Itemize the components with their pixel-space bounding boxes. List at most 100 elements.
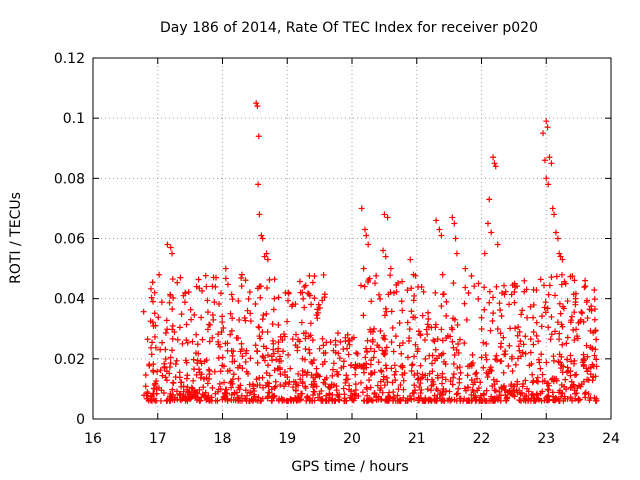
- data-point: [582, 283, 589, 290]
- data-point: [572, 395, 579, 402]
- data-point: [378, 368, 385, 375]
- data-point: [482, 352, 489, 359]
- data-point: [222, 275, 229, 282]
- data-point: [497, 344, 504, 351]
- data-point: [257, 335, 264, 342]
- data-point: [385, 291, 392, 298]
- data-point: [217, 290, 224, 297]
- data-point: [497, 330, 504, 337]
- data-point: [415, 328, 422, 335]
- data-point: [217, 368, 224, 375]
- data-point: [309, 337, 316, 344]
- data-point: [579, 359, 586, 366]
- data-point: [456, 379, 463, 386]
- data-point: [538, 351, 545, 358]
- data-point: [559, 341, 566, 348]
- data-point: [285, 351, 292, 358]
- data-point: [148, 397, 155, 404]
- data-point: [545, 324, 552, 331]
- data-point: [275, 365, 282, 372]
- data-point: [383, 396, 390, 403]
- data-point: [548, 274, 555, 281]
- data-point: [364, 337, 371, 344]
- data-point: [442, 376, 449, 383]
- data-point: [551, 211, 558, 218]
- data-point: [371, 325, 378, 332]
- data-point: [359, 389, 366, 396]
- data-point: [409, 390, 416, 397]
- data-point: [451, 351, 458, 358]
- data-point: [224, 347, 231, 354]
- data-point: [564, 356, 571, 363]
- data-point: [549, 397, 556, 404]
- data-point: [177, 390, 184, 397]
- data-point: [589, 345, 596, 352]
- data-point: [499, 289, 506, 296]
- data-point: [151, 289, 158, 296]
- data-point: [157, 367, 164, 374]
- data-point: [461, 340, 468, 347]
- data-point: [153, 390, 160, 397]
- data-point: [475, 296, 482, 303]
- data-point: [563, 340, 570, 347]
- data-point: [475, 280, 482, 287]
- data-point: [453, 250, 460, 257]
- data-point: [502, 288, 509, 295]
- data-point: [498, 358, 505, 365]
- data-point: [568, 378, 575, 385]
- data-point: [544, 386, 551, 393]
- data-point: [584, 376, 591, 383]
- data-point: [433, 385, 440, 392]
- data-point: [453, 346, 460, 353]
- data-point: [556, 300, 563, 307]
- data-point: [454, 390, 461, 397]
- data-point: [292, 331, 299, 338]
- data-point: [487, 327, 494, 334]
- data-point: [263, 310, 270, 317]
- data-point: [205, 366, 212, 373]
- data-point: [429, 352, 436, 359]
- data-point: [227, 310, 234, 317]
- data-point: [452, 235, 459, 242]
- y-tick-labels: 0 0.02 0.04 0.06 0.08 0.1 0.12: [54, 51, 85, 428]
- data-point: [161, 363, 168, 370]
- data-point: [366, 377, 373, 384]
- data-point: [500, 334, 507, 341]
- data-point: [508, 355, 515, 362]
- data-point: [345, 337, 352, 344]
- data-point: [406, 326, 413, 333]
- data-point: [450, 374, 457, 381]
- data-point: [157, 346, 164, 353]
- data-point: [220, 324, 227, 331]
- data-point: [308, 372, 315, 379]
- data-point: [473, 369, 480, 376]
- data-point: [382, 362, 389, 369]
- data-point: [158, 299, 165, 306]
- data-point: [548, 160, 555, 167]
- data-point: [294, 397, 301, 404]
- x-tick-label: 18: [214, 431, 232, 447]
- data-point: [438, 232, 445, 239]
- data-point: [420, 288, 427, 295]
- data-point: [276, 353, 283, 360]
- data-point: [259, 353, 266, 360]
- data-point: [152, 380, 159, 387]
- data-point: [449, 381, 456, 388]
- data-point: [486, 368, 493, 375]
- data-point: [256, 211, 263, 218]
- data-point: [424, 386, 431, 393]
- data-point: [483, 356, 490, 363]
- y-tick-label: 0.12: [54, 51, 85, 67]
- data-point: [169, 306, 176, 313]
- data-point: [270, 306, 277, 313]
- data-point: [536, 359, 543, 366]
- data-point: [538, 313, 545, 320]
- data-point: [155, 314, 162, 321]
- data-point: [282, 289, 289, 296]
- data-point: [250, 383, 257, 390]
- data-point: [432, 346, 439, 353]
- data-point: [392, 333, 399, 340]
- data-point: [497, 306, 504, 313]
- data-point: [358, 205, 365, 212]
- data-point: [185, 289, 192, 296]
